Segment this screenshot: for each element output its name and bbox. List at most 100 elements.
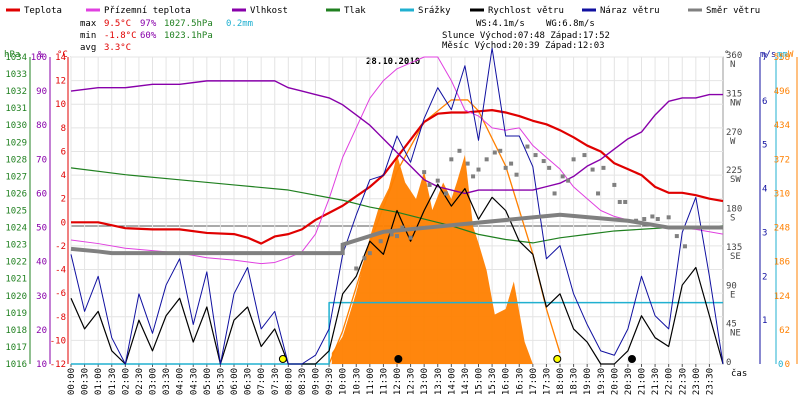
wind-direction-point — [623, 199, 628, 204]
wind-direction-point — [476, 167, 481, 172]
wind-direction-point — [465, 161, 470, 166]
wind-direction-point — [655, 217, 660, 222]
tick-label-press: 1021 — [5, 275, 27, 285]
wind-direction-point — [612, 182, 617, 187]
tick-label-press: 1032 — [5, 87, 27, 97]
tick-label-dir: 180 — [726, 205, 742, 215]
stat-min-label: min — [80, 31, 96, 41]
wind-direction-point — [666, 215, 671, 220]
x-tick-label: 16:30 — [515, 368, 525, 395]
legend-item-teplota: Teplota — [6, 6, 62, 16]
x-tick-label: 14:30 — [461, 368, 471, 395]
x-tick-label: 13:00 — [420, 368, 430, 395]
tick-label-wind: 4 — [762, 185, 767, 195]
tick-label-rain: 1 — [778, 53, 783, 63]
stat-sun: Slunce Východ:07:48 Západ:17:52 — [442, 31, 610, 41]
wind-direction-point — [634, 218, 639, 223]
x-tick-label: 08:30 — [298, 368, 308, 395]
series-layer — [70, 47, 724, 365]
tick-label-dir: 225 — [726, 166, 742, 176]
stats-block: max 9.5°C 97% 1027.5hPa 0.2mm min -1.8°C… — [80, 19, 610, 53]
stat-max-press: 1027.5hPa — [164, 19, 213, 29]
tick-label-sol: 124 — [774, 292, 790, 302]
wind-direction-point — [471, 174, 476, 179]
wind-direction-point — [389, 232, 394, 237]
tick-label-press: 1017 — [5, 343, 27, 353]
wind-direction-point — [457, 148, 462, 153]
legend-label-prizemni-teplota: Přízemní teplota — [104, 6, 191, 16]
wind-direction-point — [400, 225, 405, 230]
series-line-n-raz-v-tru — [70, 47, 724, 365]
tick-label-dir: 45 — [726, 320, 737, 330]
legend-label-smer-vetru: Směr větru — [706, 6, 760, 16]
wind-direction-point — [582, 153, 587, 158]
legend-item-tlak: Tlak — [326, 6, 366, 16]
tick-label-wind: 1 — [762, 316, 767, 326]
tick-label-hum: 10 — [36, 360, 47, 370]
wind-direction-point — [435, 178, 440, 183]
tick-label-dir: 270 — [726, 128, 742, 138]
axis-unit-temp: °C — [57, 50, 68, 60]
stat-wg: WG:6.8m/s — [546, 19, 595, 29]
wind-direction-point — [650, 214, 655, 219]
axis-unit-sol: W — [788, 50, 794, 60]
series-line-sr-ky — [71, 301, 723, 365]
x-tick-label: 10:00 — [339, 368, 349, 395]
axis-unit-wind: m/s — [760, 50, 776, 60]
legend: Teplota Přízemní teplota Vlhkost Tlak Sr… — [6, 6, 760, 16]
x-tick-label: 16:00 — [502, 368, 512, 395]
series-line-rychlost-v-tru — [70, 183, 724, 365]
tick-label-press: 1019 — [5, 309, 27, 319]
legend-item-srazky: Srážky — [400, 6, 451, 16]
x-tick-label: 18:30 — [570, 368, 580, 395]
stat-avg-label: avg — [80, 43, 96, 53]
x-tick-label: 19:00 — [583, 368, 593, 395]
x-tick-label: 18:00 — [556, 368, 566, 395]
tick-label-dir: 360 — [726, 51, 742, 61]
axis-layer: 00:00 00:30 01:00 01:30 02:00 02:30 03:00 03:30… — [5, 51, 790, 395]
tick-label-temp: 10 — [55, 100, 66, 110]
wind-direction-point — [395, 234, 399, 239]
wind-direction-point — [601, 165, 606, 170]
wind-direction-point — [547, 165, 552, 170]
legend-label-tlak: Tlak — [344, 6, 366, 16]
x-tick-label: 15:30 — [488, 368, 498, 395]
tick-label-hum: 100 — [31, 53, 47, 63]
wind-direction-point — [560, 174, 565, 179]
x-tick-label: 06:00 — [230, 368, 240, 395]
wind-direction-point — [367, 251, 372, 256]
wind-direction-point — [617, 199, 622, 204]
x-tick-label: 23:00 — [692, 368, 702, 395]
stat-ws: WS:4.1m/s — [476, 19, 525, 29]
x-tick-label: 00:30 — [81, 368, 91, 395]
wind-direction-point — [674, 234, 679, 239]
tick-label-hum: 80 — [36, 121, 47, 131]
x-tick-label: 12:00 — [393, 368, 403, 395]
tick-label-dir-compass: NE — [730, 329, 741, 339]
x-tick-label: 04:30 — [189, 368, 199, 395]
x-tick-label: 21:00 — [638, 368, 648, 395]
stat-max-rain: 0.2mm — [226, 19, 253, 29]
tick-label-temp: -6 — [55, 289, 66, 299]
tick-label-press: 1025 — [5, 207, 27, 217]
x-tick-label: 13:30 — [434, 368, 444, 395]
tick-label-sol: 0 — [785, 360, 790, 370]
tick-label-dir-compass: E — [730, 290, 735, 300]
tick-label-wind: 7 — [762, 53, 767, 63]
x-tick-label: 08:00 — [284, 368, 294, 395]
tick-label-hum: 40 — [36, 258, 47, 268]
tick-label-temp: 8 — [61, 124, 66, 134]
x-tick-label: 03:00 — [149, 368, 159, 395]
wind-direction-point — [596, 191, 601, 196]
wind-direction-point — [378, 239, 383, 244]
sunrise-marker — [278, 355, 287, 363]
tick-label-dir: 315 — [726, 89, 742, 99]
tick-label-press: 1030 — [5, 121, 27, 131]
scatter-layer — [70, 144, 723, 271]
x-tick-label: 00:00 — [67, 368, 77, 395]
x-tick-label: 11:00 — [366, 368, 376, 395]
wind-direction-point — [514, 172, 519, 177]
tick-label-temp: 0 — [61, 218, 66, 228]
tick-label-sol: 496 — [774, 87, 790, 97]
